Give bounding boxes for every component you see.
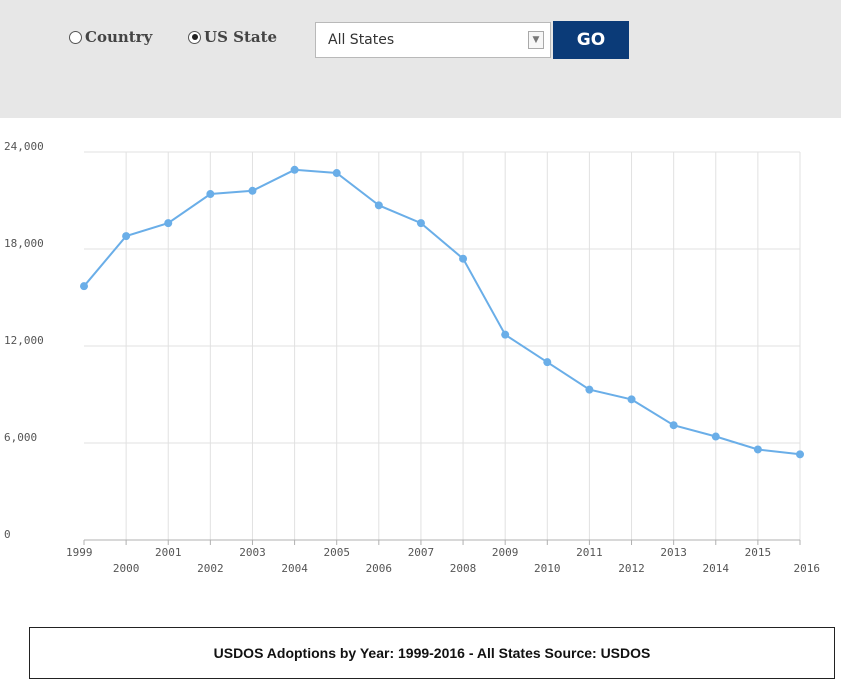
x-tick-label-2012: 2012 bbox=[618, 562, 645, 575]
x-tick-label-2008: 2008 bbox=[450, 562, 477, 575]
data-point-2016 bbox=[796, 450, 804, 459]
x-tick-label-2002: 2002 bbox=[197, 562, 224, 575]
x-tick-label-1999: 1999 bbox=[66, 546, 93, 559]
country-radio[interactable]: Country bbox=[69, 27, 152, 47]
x-tick-label-2011: 2011 bbox=[576, 546, 603, 559]
data-point-2004 bbox=[290, 165, 299, 174]
x-tick-label-2005: 2005 bbox=[323, 546, 350, 559]
data-point-2003 bbox=[248, 186, 257, 195]
us-state-radio-label: US State bbox=[204, 28, 278, 46]
y-tick-label-0: 0 bbox=[4, 528, 11, 541]
x-tick-label-2004: 2004 bbox=[281, 562, 308, 575]
us-state-radio-circle[interactable] bbox=[188, 30, 201, 44]
data-point-2013 bbox=[669, 421, 678, 430]
x-tick-label-2003: 2003 bbox=[239, 546, 266, 559]
data-point-2002 bbox=[206, 190, 215, 199]
data-point-2008 bbox=[459, 254, 468, 263]
data-point-2015 bbox=[753, 445, 762, 454]
data-point-2000 bbox=[122, 232, 131, 241]
series-points bbox=[80, 165, 804, 459]
x-tick-label-2015: 2015 bbox=[745, 546, 772, 559]
y-tick-label-3: 18,000 bbox=[4, 237, 44, 250]
data-point-1999 bbox=[80, 282, 88, 291]
data-point-2011 bbox=[585, 385, 594, 394]
x-tick-label-2010: 2010 bbox=[534, 562, 561, 575]
data-point-2001 bbox=[164, 219, 173, 228]
us-state-radio[interactable]: US State bbox=[188, 27, 277, 47]
data-point-2010 bbox=[543, 358, 552, 367]
y-axis-labels: 0 6,000 12,000 18,000 24,000 bbox=[4, 140, 44, 541]
caption-text: USDOS Adoptions by Year: 1999-2016 - All… bbox=[213, 645, 651, 661]
x-tick-label-2000: 2000 bbox=[113, 562, 140, 575]
chart-caption: USDOS Adoptions by Year: 1999-2016 - All… bbox=[29, 627, 835, 679]
x-tick-label-2006: 2006 bbox=[366, 562, 393, 575]
data-point-2006 bbox=[374, 201, 383, 210]
data-point-2005 bbox=[332, 169, 341, 178]
data-point-2007 bbox=[416, 219, 425, 228]
x-axis-labels: 1999 2000 2001 2002 2003 2004 2005 2006 2007 2008… bbox=[66, 546, 820, 575]
series-line bbox=[83, 168, 801, 456]
line-chart: 0 6,000 12,000 18,000 24,000 1999 2000 2001 200… bbox=[4, 140, 820, 575]
data-point-2012 bbox=[627, 395, 636, 404]
y-tick-label-1: 6,000 bbox=[4, 431, 37, 444]
chevron-down-icon[interactable]: ▼ bbox=[528, 31, 544, 49]
data-point-2009 bbox=[501, 330, 510, 339]
y-tick-label-4: 24,000 bbox=[4, 140, 44, 153]
x-tick-label-2013: 2013 bbox=[660, 546, 687, 559]
country-radio-circle[interactable] bbox=[69, 30, 82, 44]
chart-grid bbox=[84, 151, 801, 540]
x-tick-label-2016: 2016 bbox=[794, 562, 821, 575]
country-radio-label: Country bbox=[85, 28, 153, 46]
state-select[interactable]: All States ▼ bbox=[315, 22, 551, 58]
x-tick-label-2014: 2014 bbox=[703, 562, 730, 575]
x-tick-label-2001: 2001 bbox=[155, 546, 182, 559]
state-select-value: All States bbox=[328, 32, 395, 48]
chart-axis bbox=[83, 539, 801, 545]
filter-bar: Country US State All States ▼ GO bbox=[0, 0, 841, 118]
go-button[interactable]: GO bbox=[553, 21, 629, 59]
y-tick-label-2: 12,000 bbox=[4, 334, 44, 347]
x-tick-label-2009: 2009 bbox=[492, 546, 519, 559]
data-point-2014 bbox=[711, 432, 720, 441]
x-tick-label-2007: 2007 bbox=[408, 546, 435, 559]
